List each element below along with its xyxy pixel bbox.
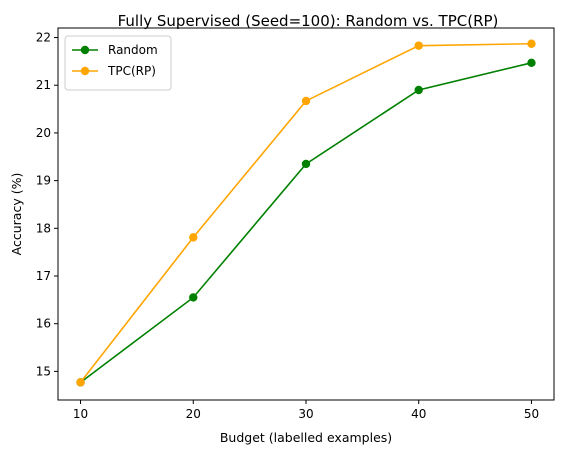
- y-tick-label: 15: [36, 364, 51, 378]
- x-tick-label: 20: [186, 407, 201, 421]
- chart-title: Fully Supervised (Seed=100): Random vs. …: [118, 12, 499, 30]
- x-axis: 10 20 30 40 50: [73, 400, 539, 421]
- data-point-random: [527, 58, 536, 68]
- y-tick-label: 21: [36, 78, 51, 92]
- data-point-random: [414, 85, 423, 95]
- legend-marker-tpc-rp: [80, 66, 90, 76]
- data-point-tpc-rp: [301, 96, 311, 106]
- y-tick-label: 20: [36, 126, 51, 140]
- legend-label-random: Random: [108, 43, 158, 57]
- x-tick-label: 50: [524, 407, 539, 421]
- y-tick-label: 16: [36, 317, 51, 331]
- x-axis-label: Budget (labelled examples): [220, 430, 392, 445]
- y-axis-label: Accuracy (%): [9, 173, 24, 256]
- y-tick-label: 18: [36, 221, 51, 235]
- x-tick-label: 10: [73, 407, 88, 421]
- y-tick-label: 22: [36, 31, 51, 45]
- y-axis: 15 16 17 18 19 20 21 22: [36, 31, 58, 378]
- series-layer: [76, 39, 536, 387]
- x-tick-label: 40: [411, 407, 426, 421]
- legend-label-tpc-rp: TPC(RP): [107, 64, 156, 78]
- legend: Random TPC(RP): [64, 35, 172, 91]
- y-tick-label: 19: [36, 174, 51, 188]
- data-point-tpc-rp: [189, 233, 198, 242]
- x-tick-label: 30: [298, 407, 313, 421]
- data-point-tpc-rp: [414, 41, 423, 50]
- data-point-random: [189, 293, 198, 302]
- data-point-random: [301, 159, 311, 169]
- data-point-tpc-rp: [527, 39, 536, 48]
- legend-marker-random: [80, 45, 90, 55]
- y-tick-label: 17: [36, 269, 51, 283]
- data-point-tpc-rp: [76, 378, 85, 387]
- series-line-random: [80, 62, 532, 383]
